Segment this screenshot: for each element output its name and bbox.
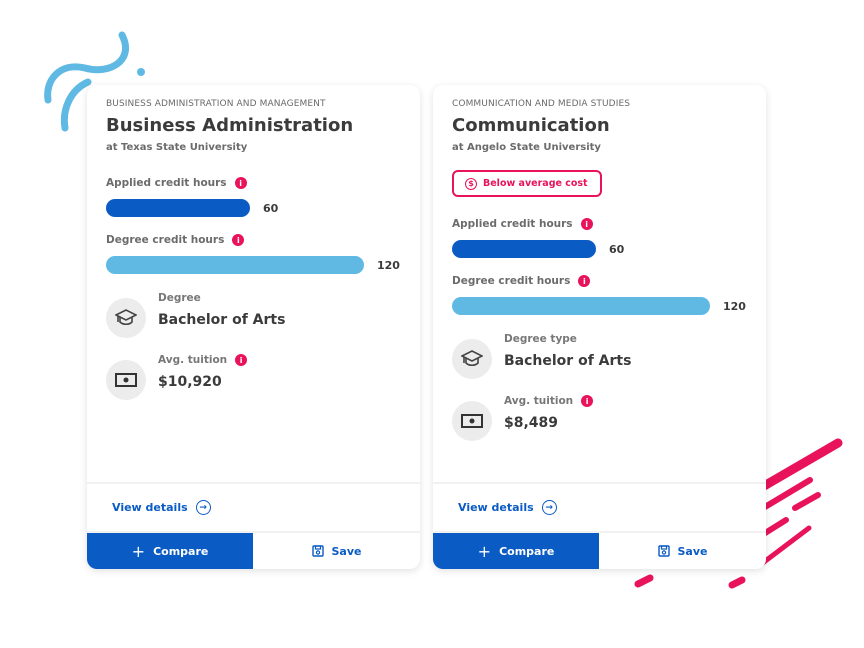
applied-credit-bar-row: 60 [106, 199, 401, 217]
tuition-fact: Avg. tuition i $10,920 [106, 354, 401, 400]
degree-fact: Degree Bachelor of Arts [106, 292, 401, 338]
degree-credit-bar-row: 120 [106, 256, 401, 274]
label-text: Avg. tuition [158, 354, 228, 366]
degree-value: Bachelor of Arts [504, 353, 632, 369]
link-text: View details [112, 501, 188, 514]
view-details-link[interactable]: View details → [87, 482, 420, 531]
degree-credit-bar [452, 297, 710, 315]
save-button[interactable]: Save [599, 533, 766, 569]
degree-credit-label: Degree credit hours i [452, 275, 747, 287]
degree-credit-bar-row: 120 [452, 297, 747, 315]
degree-credit-label: Degree credit hours i [106, 234, 401, 246]
arrow-right-circle-icon: → [195, 500, 211, 515]
program-card: BUSINESS ADMINISTRATION AND MANAGEMENT B… [87, 85, 420, 569]
info-icon[interactable]: i [235, 354, 248, 366]
tuition-fact: Avg. tuition i $8,489 [452, 395, 747, 441]
tuition-value: $8,489 [504, 415, 559, 431]
tuition-value: $10,920 [158, 374, 222, 390]
degree-fact: Degree type Bachelor of Arts [452, 333, 747, 379]
plus-icon: + [477, 541, 492, 561]
applied-credit-bar [452, 240, 596, 258]
plus-icon: + [131, 541, 146, 561]
dollar-circle-icon: $ [465, 177, 477, 190]
school-name: at Texas State University [106, 142, 248, 153]
graduation-cap-icon [106, 298, 146, 338]
info-icon[interactable]: i [581, 395, 594, 407]
below-average-cost-badge: $ Below average cost [452, 170, 602, 197]
applied-credit-label: Applied credit hours i [452, 218, 747, 230]
label-text: Applied credit hours [452, 218, 573, 230]
arrow-right-circle-icon: → [541, 500, 557, 515]
school-name: at Angelo State University [452, 142, 601, 153]
degree-credit-value: 120 [377, 258, 400, 272]
button-label: Compare [499, 544, 555, 558]
program-category: BUSINESS ADMINISTRATION AND MANAGEMENT [106, 99, 326, 109]
compare-button[interactable]: + Compare [87, 533, 253, 569]
money-bill-icon [106, 360, 146, 400]
button-label: Save [677, 544, 708, 558]
applied-credit-bar-row: 60 [452, 240, 747, 258]
applied-credit-value: 60 [609, 242, 625, 256]
tuition-label: Avg. tuition i [504, 395, 594, 407]
label-text: Degree credit hours [452, 275, 571, 287]
floppy-disk-icon [657, 545, 670, 557]
link-text: View details [458, 501, 534, 514]
badge-text: Below average cost [483, 178, 588, 189]
program-title[interactable]: Business Administration [106, 115, 354, 136]
program-card: COMMUNICATION AND MEDIA STUDIES Communic… [433, 85, 766, 569]
floppy-disk-icon [311, 545, 324, 557]
tuition-label: Avg. tuition i [158, 354, 248, 366]
degree-label: Degree type [504, 333, 577, 345]
applied-credit-bar [106, 199, 250, 217]
view-details-link[interactable]: View details → [433, 482, 766, 531]
info-icon[interactable]: i [232, 234, 245, 246]
compare-button[interactable]: + Compare [433, 533, 599, 569]
info-icon[interactable]: i [234, 177, 247, 189]
label-text: Applied credit hours [106, 177, 227, 189]
program-title[interactable]: Communication [452, 115, 610, 136]
applied-credit-label: Applied credit hours i [106, 177, 401, 189]
graduation-cap-icon [452, 339, 492, 379]
degree-credit-bar [106, 256, 364, 274]
button-label: Save [331, 544, 362, 558]
label-text: Avg. tuition [504, 395, 574, 407]
money-bill-icon [452, 401, 492, 441]
degree-credit-value: 120 [723, 299, 746, 313]
info-icon[interactable]: i [580, 218, 593, 230]
info-icon[interactable]: i [578, 275, 591, 287]
label-text: Degree credit hours [106, 234, 225, 246]
degree-label: Degree [158, 292, 201, 304]
applied-credit-value: 60 [263, 201, 279, 215]
save-button[interactable]: Save [253, 533, 420, 569]
button-label: Compare [153, 544, 209, 558]
program-category: COMMUNICATION AND MEDIA STUDIES [452, 99, 631, 109]
degree-value: Bachelor of Arts [158, 312, 286, 328]
